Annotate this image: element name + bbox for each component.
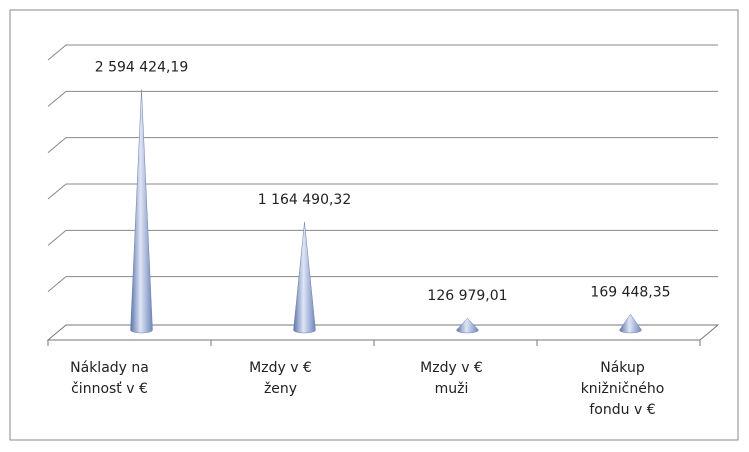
grid-line	[47, 229, 718, 246]
grid-line	[47, 183, 718, 200]
floor	[46, 324, 720, 341]
grid-line	[47, 44, 718, 61]
cone	[619, 313, 642, 334]
grid-line	[47, 90, 718, 107]
data-label: 1 164 490,32	[258, 192, 352, 208]
x-tick-label: Mzdy v € muži	[420, 360, 483, 397]
x-tick-label: Mzdy v € ženy	[249, 360, 312, 397]
x-tick-label: Nákup knižničného fondu v €	[580, 360, 665, 418]
cone	[293, 222, 316, 334]
cone	[130, 89, 153, 334]
data-label: 2 594 424,19	[95, 60, 189, 76]
grid-line	[47, 276, 718, 293]
grid-line	[47, 137, 718, 154]
data-label: 169 448,35	[590, 284, 670, 300]
data-label: 126 979,01	[427, 288, 507, 304]
cone	[456, 317, 479, 334]
x-tick-label: Náklady na činnosť v €	[70, 360, 149, 397]
chart-border	[9, 9, 739, 441]
